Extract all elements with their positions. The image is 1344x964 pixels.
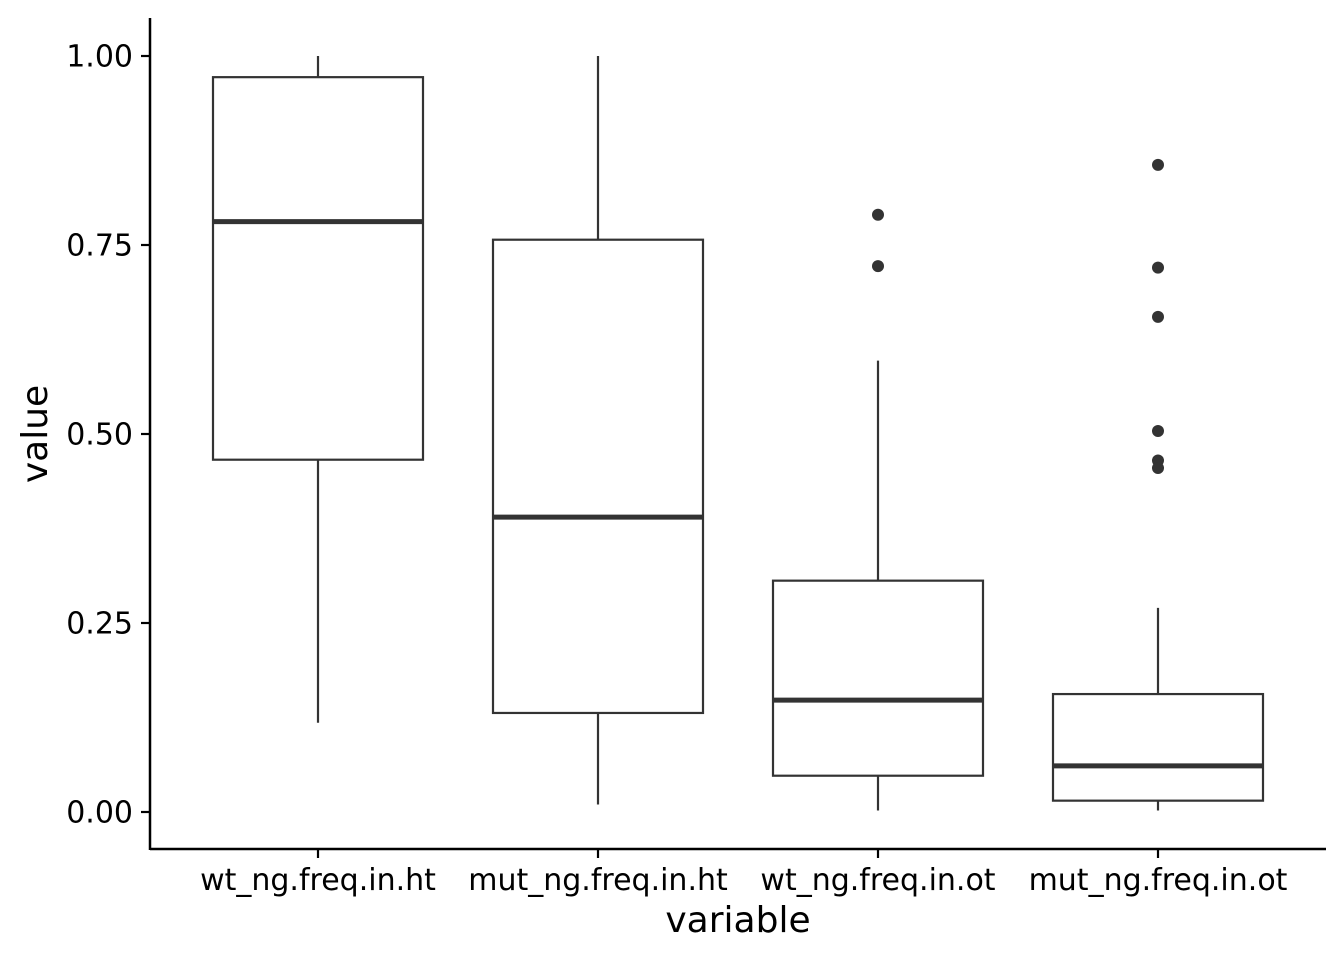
x-tick-label: wt_ng.freq.in.ot: [760, 863, 995, 898]
plot-marks: [211, 56, 1265, 811]
outlier-point: [1152, 310, 1164, 323]
y-tick-label: 0.50: [66, 418, 133, 453]
y-tick-label: 0.25: [66, 607, 133, 642]
outlier-point: [1152, 158, 1164, 171]
x-tick-label: mut_ng.freq.in.ot: [1029, 863, 1288, 898]
y-axis-title: value: [15, 385, 56, 483]
box-rect: [211, 76, 425, 461]
box-rect: [1051, 692, 1265, 802]
x-tick-label: wt_ng.freq.in.ht: [200, 863, 436, 898]
x-axis-title: variable: [665, 900, 810, 941]
outlier-point: [872, 260, 884, 273]
outlier-point: [1152, 424, 1164, 437]
box-4: [1051, 158, 1265, 811]
box-3: [771, 208, 985, 811]
box-rect: [491, 238, 705, 715]
outlier-point: [1152, 462, 1164, 475]
y-ticks: 1.00 0.75 0.50 0.25 0.00: [66, 40, 150, 831]
x-ticks: wt_ng.freq.in.ht mut_ng.freq.in.ht wt_ng.f…: [200, 849, 1288, 898]
y-tick-label: 0.75: [66, 229, 133, 264]
outlier-point: [1152, 261, 1164, 274]
outlier-point: [872, 208, 884, 221]
x-tick-label: mut_ng.freq.in.ht: [468, 863, 728, 898]
box-rect: [771, 579, 985, 777]
box-2: [491, 56, 705, 805]
box-1: [211, 56, 425, 723]
y-tick-label: 1.00: [66, 40, 133, 75]
y-tick-label: 0.00: [66, 796, 133, 831]
